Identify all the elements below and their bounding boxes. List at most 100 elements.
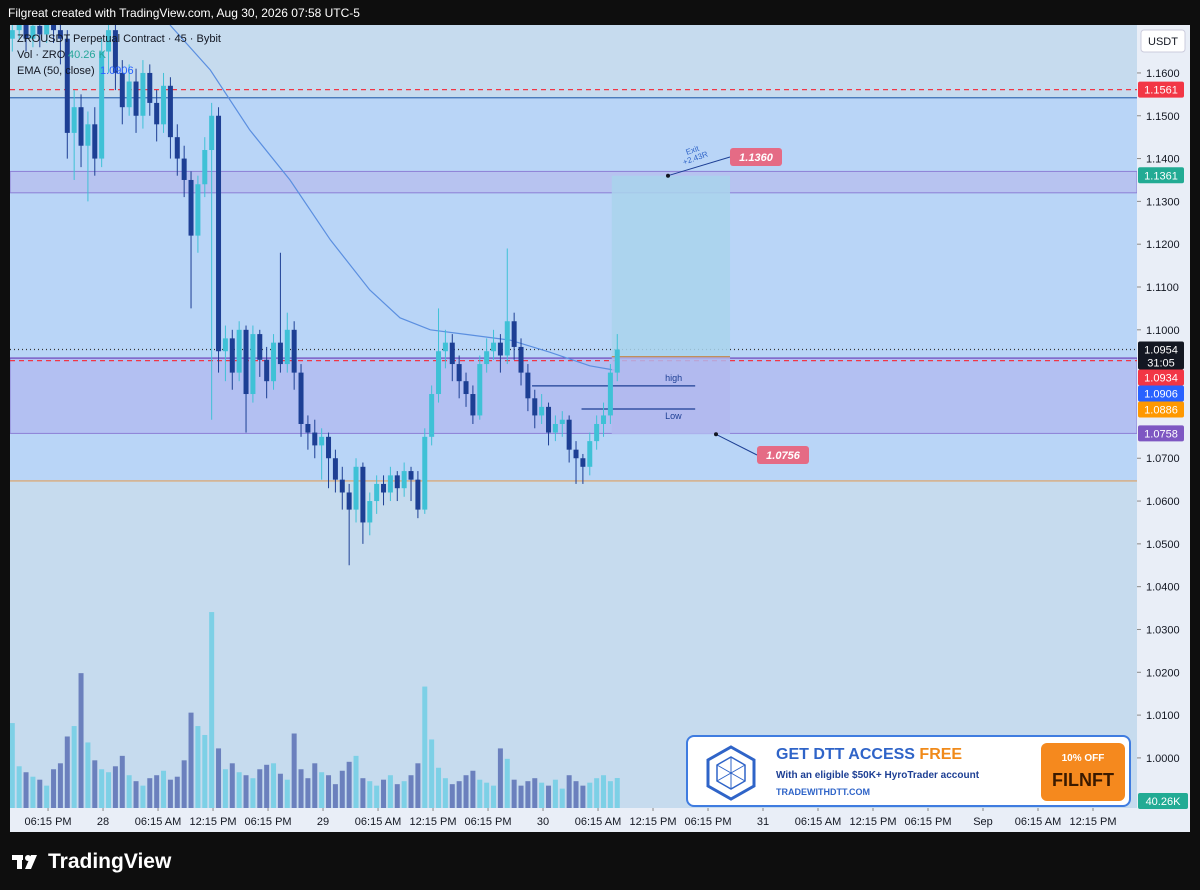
volume-bar [147,778,153,808]
stop-leader [715,433,758,456]
volume-bar [85,742,91,808]
volume-bar [257,769,263,808]
volume-bar [202,734,208,808]
volume-bar [539,782,545,808]
candle-body [381,483,387,493]
candle-body [518,346,524,373]
volume-bar [332,784,338,808]
header: Filgreat created with TradingView.com, A… [8,6,360,20]
volume-bar [291,733,297,808]
ad-url[interactable]: TRADEWITHDTT.COM [776,787,870,797]
ad-title-accent: FREE [919,746,963,763]
candle-body [243,329,249,395]
candle-body [147,72,153,103]
x-tick-label: 06:15 PM [684,816,731,828]
candle-body [497,342,503,356]
volume-bar [305,778,311,808]
currency-box [1140,29,1186,53]
ad-code: FILNFT [1052,770,1114,790]
x-tick-label: 12:15 PM [629,816,676,828]
candle-body [85,124,91,146]
price-tag [1138,385,1184,402]
x-tick-label: 30 [537,816,549,828]
volume-bar [319,772,325,808]
candle-body [401,471,407,489]
position-stop [611,356,731,435]
candle-body [607,372,613,416]
ad-coupon[interactable]: 10% OFF FILNFT [1041,743,1125,801]
candle-body [250,334,256,395]
candle-body [174,137,180,159]
candle-body [209,115,215,151]
candle-body [449,342,455,365]
volume-bar [601,775,607,808]
price-tag-label: 1.0906 [1144,389,1178,401]
volume-bar [491,785,497,808]
currency: USDT [1148,36,1178,48]
x-tick-label: 06:15 PM [244,816,291,828]
y-tick-label: 1.1600 [1146,68,1180,80]
candle-body [587,441,593,467]
volume-tag [1138,793,1188,809]
volume-bar [277,773,283,808]
volume-bar [181,760,187,808]
volume-bar [401,781,407,808]
candle-body [119,72,125,108]
volume-bar [573,781,579,808]
candle-body [566,419,572,450]
price-tag-label: 1.1561 [1144,85,1178,97]
price-tag-countdown: 31:05 [1147,358,1175,370]
candle-body [484,351,490,365]
x-tick-label: 06:15 AM [135,816,181,828]
volume-bar [408,775,414,808]
stop-point [714,432,718,437]
candle-body [99,51,105,159]
price-tag [1138,341,1184,370]
x-tick-label: 06:15 AM [355,816,401,828]
price-tag [1138,81,1184,98]
volume-bar [10,723,15,808]
volume-bar [37,779,43,808]
volume-bar [161,770,167,808]
candle-body [112,30,118,73]
volume-bar [470,770,476,808]
candle-body [133,81,139,116]
candle-body [222,338,228,352]
ad-title: GET DTT ACCESS FREE [776,746,962,764]
volume-bar [504,758,510,808]
candle-body [594,423,600,442]
ad-logo [706,745,756,801]
candle-body [559,419,565,424]
volume-bar [298,769,304,808]
candle-body [573,449,579,459]
x-tick-label: 06:15 PM [904,816,951,828]
volume-tag-label: 40.26K [1146,796,1182,808]
volume-bar [16,766,22,808]
candle-body [298,372,304,424]
volume-bar [167,779,173,808]
mark-label: Low [665,411,682,421]
volume-bar [346,761,352,808]
volume-bar [367,781,373,808]
y-tick-label: 1.0000 [1146,753,1180,765]
candle-body [16,25,22,31]
volume-bar [195,726,201,808]
volume-bar [71,726,77,808]
candle-body [140,72,146,116]
target-label: 1.1360 [739,152,774,164]
volume-bar [381,779,387,808]
volume-bar [126,775,132,808]
candle-body [408,471,414,480]
candle-body [57,30,63,39]
ad-banner[interactable]: GET DTT ACCESS FREE With an eligible $50… [686,735,1131,807]
ad-title-main: GET DTT ACCESS [776,746,915,763]
target-point [666,173,670,178]
candle-body [202,150,208,185]
volume-bar [92,760,98,808]
candle-body [312,432,318,446]
volume-bar [112,766,118,808]
candle-body [92,124,98,159]
candle-body [374,483,380,502]
x-tick-label: 06:15 PM [24,816,71,828]
